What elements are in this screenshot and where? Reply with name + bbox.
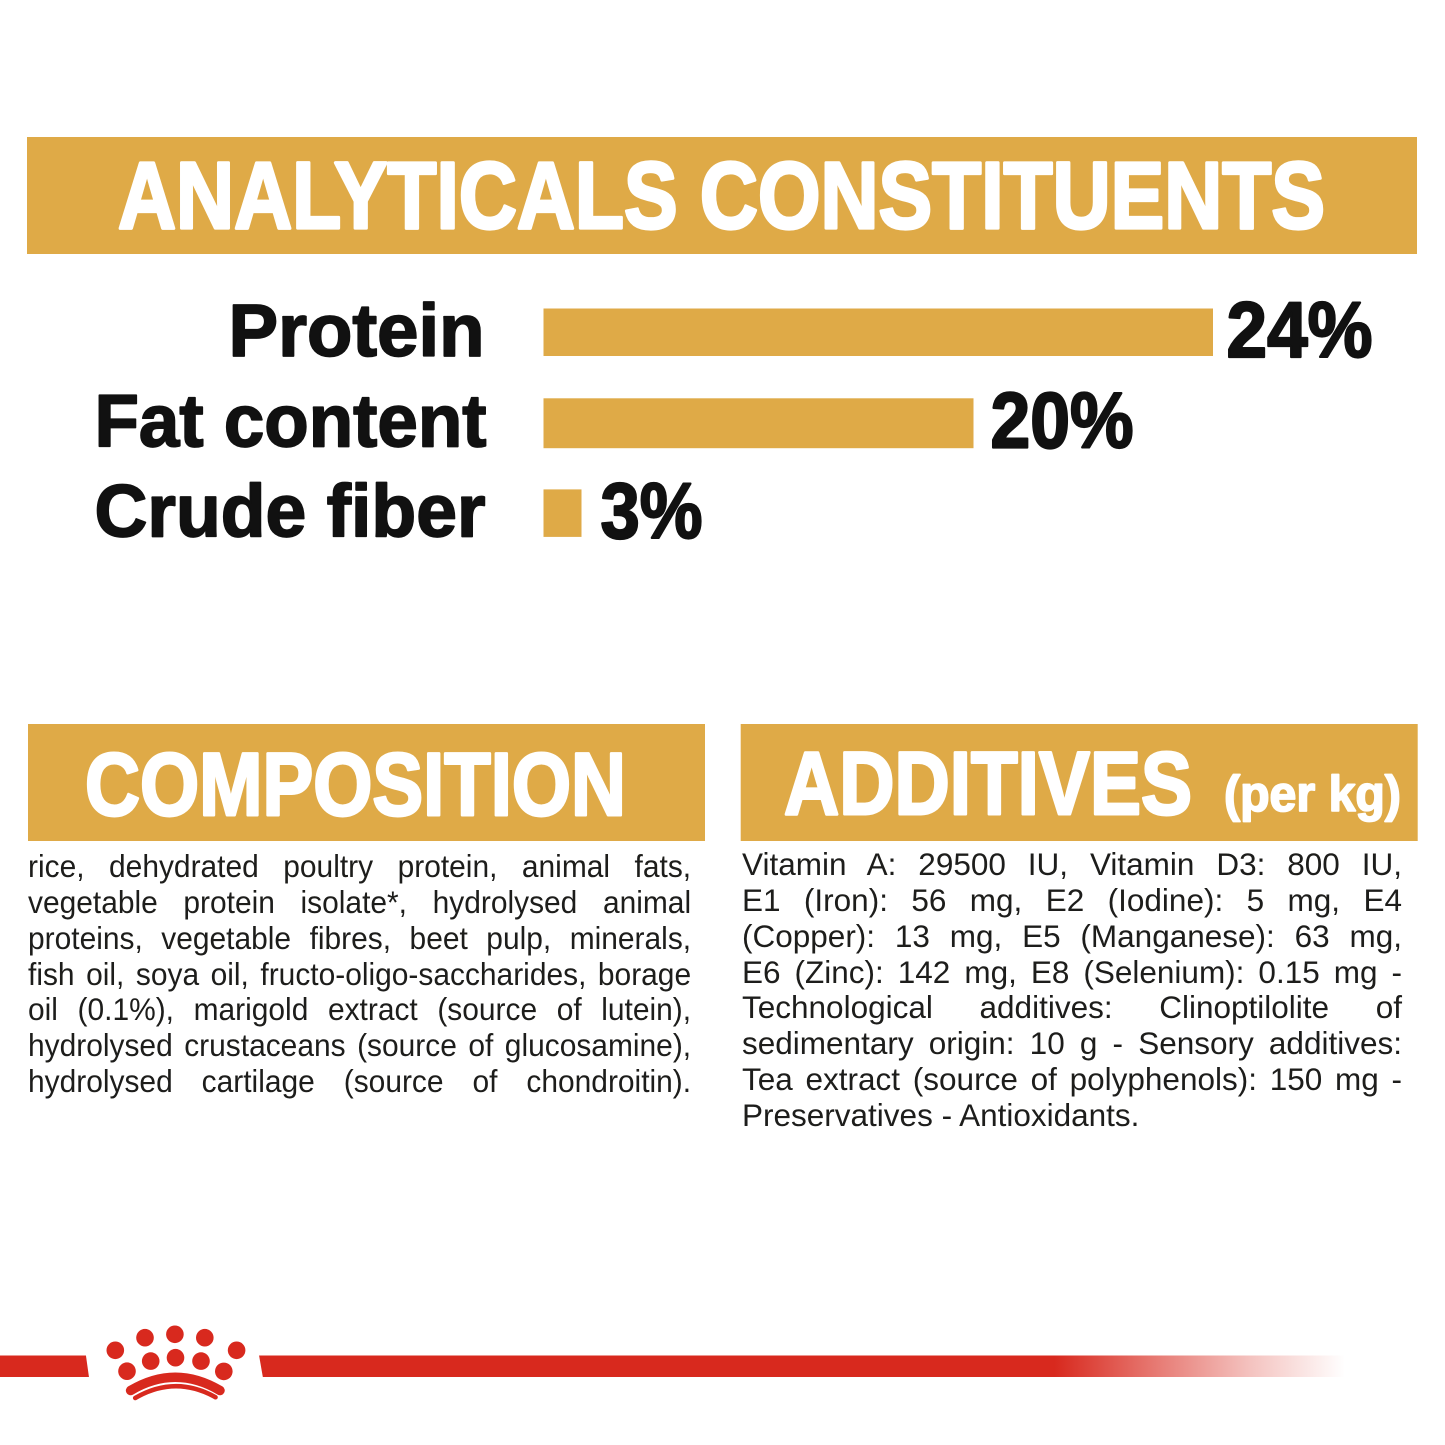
svg-text:COMPOSITION: COMPOSITION: [85, 734, 626, 834]
svg-text:ADDITIVES: ADDITIVES: [784, 733, 1192, 833]
svg-text:24%: 24%: [1227, 285, 1373, 374]
svg-text:Fat content: Fat content: [95, 380, 487, 463]
svg-text:20%: 20%: [991, 376, 1134, 465]
svg-text:Protein: Protein: [229, 289, 485, 372]
svg-text:ANALYTICALS CONSTITUENTS: ANALYTICALS CONSTITUENTS: [118, 143, 1325, 249]
svg-text:(per kg): (per kg): [1224, 766, 1401, 822]
svg-text:Crude fiber: Crude fiber: [95, 470, 486, 553]
svg-text:3%: 3%: [601, 466, 703, 555]
